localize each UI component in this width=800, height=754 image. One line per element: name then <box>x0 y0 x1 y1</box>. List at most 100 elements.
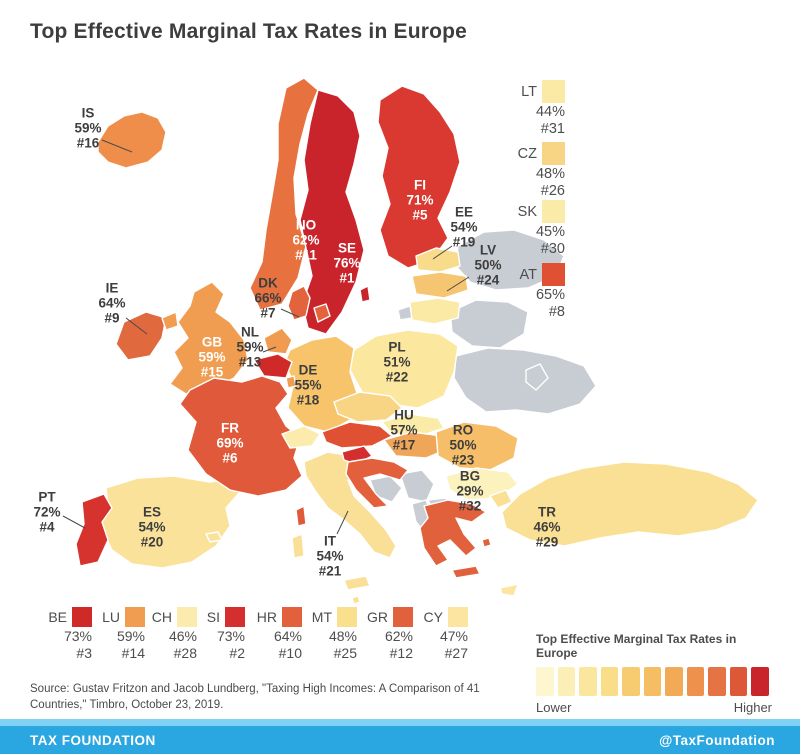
leader-ee <box>432 245 453 260</box>
country-be <box>253 353 293 379</box>
map-label-nl: NL 59% #13 <box>236 324 264 370</box>
country-pl <box>349 329 459 409</box>
map-label-ee: EE 54% #19 <box>450 204 478 250</box>
legend-swatch <box>708 667 726 696</box>
lt-code: LT <box>521 83 537 100</box>
country-tr <box>501 461 759 547</box>
legend-gradient <box>536 667 772 696</box>
map-label-gb: GB 59% #15 <box>198 334 226 380</box>
be-code: BE <box>48 609 67 625</box>
map-label-fr: FR 69% #6 <box>216 420 244 466</box>
mt-code: MT <box>311 609 332 625</box>
footer-brand: TAX FOUNDATION <box>30 732 156 748</box>
leader-is <box>101 139 133 153</box>
country-lt <box>409 297 461 325</box>
aegean-island <box>481 537 492 548</box>
legend-swatch <box>557 667 575 696</box>
map-label-it: IT 54% #21 <box>316 533 344 579</box>
map-label-se: SE 76% #1 <box>333 240 361 286</box>
crete-island <box>451 565 481 579</box>
source-note: Source: Gustav Fritzon and Jacob Lundber… <box>30 683 480 712</box>
side-entry-lt: LT 44% #31 <box>501 80 565 137</box>
country-pt <box>75 493 113 567</box>
legend-swatch <box>751 667 769 696</box>
cz-swatch <box>542 142 565 165</box>
leader-it <box>336 510 349 535</box>
map-label-fi: FI 71% #5 <box>406 177 434 223</box>
map-label-pl: PL 51% #22 <box>383 339 411 385</box>
hr-swatch <box>282 607 302 627</box>
country-moldova <box>525 363 549 391</box>
legend-swatch <box>579 667 597 696</box>
bottom-entry-si: SI 73% #2 <box>206 607 245 661</box>
country-no <box>249 77 319 311</box>
legend-higher-label: Higher <box>733 700 772 715</box>
map-label-ro: RO 50% #23 <box>449 422 477 468</box>
lu-code: LU <box>102 609 120 625</box>
bottom-entry-mt: MT 48% #25 <box>311 607 357 661</box>
balearics-island <box>205 531 223 543</box>
map-label-es: ES 54% #20 <box>138 504 166 550</box>
map-label-tr: TR 46% #29 <box>533 504 561 550</box>
map-label-pt: PT 72% #4 <box>33 489 61 535</box>
leader-dk <box>280 308 300 318</box>
country-cy <box>499 583 519 597</box>
at-swatch <box>542 263 565 286</box>
legend-swatch <box>643 667 661 696</box>
country-cz <box>333 391 403 423</box>
cy-swatch <box>448 607 468 627</box>
country-gr <box>419 499 487 567</box>
sicily-island <box>343 575 371 591</box>
map-label-de: DE 55% #18 <box>294 362 322 408</box>
country-se <box>299 89 365 335</box>
country-fr <box>179 375 303 497</box>
footer-social-handle: @TaxFoundation <box>659 732 775 748</box>
side-entry-sk: SK 45% #30 <box>501 200 565 257</box>
country-lv <box>411 271 469 299</box>
country-lu <box>285 375 297 389</box>
gr-code: GR <box>367 609 388 625</box>
map-label-bg: BG 29% #32 <box>456 468 484 514</box>
bottom-entry-hr: HR 64% #10 <box>256 607 302 661</box>
country-ro <box>435 421 519 471</box>
country-serbia <box>399 469 435 503</box>
country-ukraine <box>453 347 597 415</box>
country-dk <box>287 285 311 321</box>
country-at <box>321 421 393 449</box>
country-is <box>97 111 167 169</box>
legend-lower-label: Lower <box>536 700 572 715</box>
map-label-no: NO 62% #11 <box>292 217 320 263</box>
country-ch <box>281 425 321 449</box>
footer-accent-strip <box>0 719 800 726</box>
side-entry-cz: CZ 48% #26 <box>501 142 565 199</box>
leader-pt <box>62 515 86 529</box>
legend-swatch <box>600 667 618 696</box>
cz-code: CZ <box>517 145 537 162</box>
legend-swatch <box>536 667 554 696</box>
country-dk-island <box>313 303 331 323</box>
map-label-ie: IE 64% #9 <box>98 280 126 326</box>
si-code: SI <box>206 609 220 625</box>
si-swatch <box>225 607 245 627</box>
legend-title: Top Effective Marginal Tax Rates in Euro… <box>536 632 737 660</box>
bottom-entry-lu: LU 59% #14 <box>102 607 145 661</box>
ch-swatch <box>177 607 197 627</box>
map-label-hu: HU 57% #17 <box>390 407 418 453</box>
gr-swatch <box>393 607 413 627</box>
country-gb-ni <box>161 311 179 331</box>
leader-lv <box>446 276 470 292</box>
gotland-island <box>359 285 371 303</box>
ch-code: CH <box>151 609 172 625</box>
country-ie <box>115 311 167 361</box>
country-kaliningrad <box>397 305 413 321</box>
legend-swatch <box>622 667 640 696</box>
lt-swatch <box>542 80 565 103</box>
country-belarus <box>449 299 529 349</box>
mt-swatch <box>337 607 357 627</box>
bottom-entry-cy: CY 47% #27 <box>423 607 468 661</box>
sk-code: SK <box>517 203 537 220</box>
legend-swatch <box>665 667 683 696</box>
map-label-dk: DK 66% #7 <box>254 275 282 321</box>
sk-swatch <box>542 200 565 223</box>
map-label-lv: LV 50% #24 <box>474 242 502 288</box>
